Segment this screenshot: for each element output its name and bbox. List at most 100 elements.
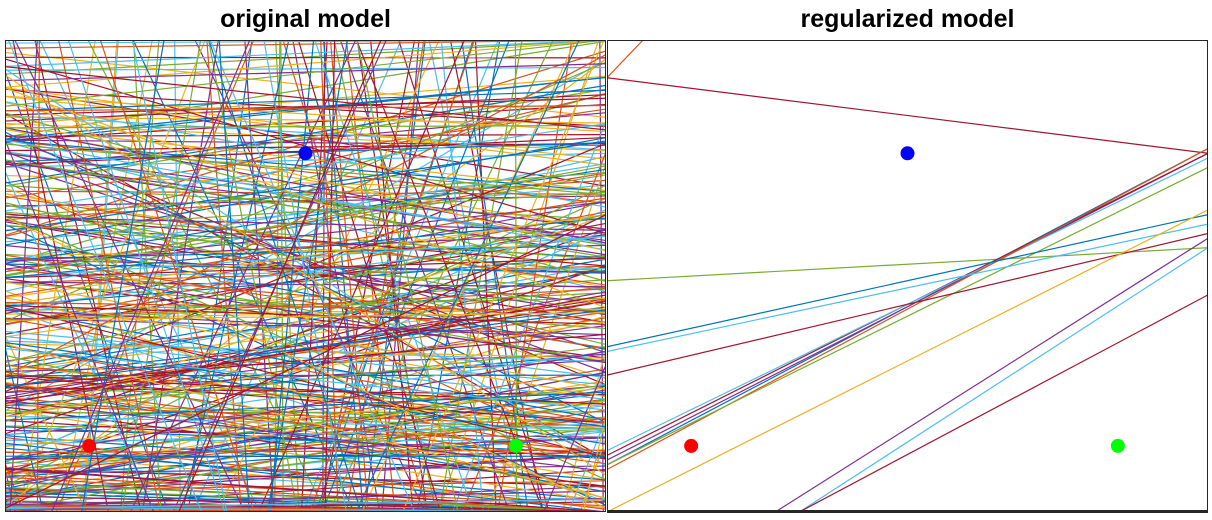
decision-line bbox=[5, 404, 606, 428]
decision-line bbox=[355, 40, 580, 512]
decision-line bbox=[5, 306, 606, 380]
decision-line bbox=[5, 281, 606, 288]
decision-line bbox=[5, 350, 606, 461]
decision-line bbox=[5, 476, 606, 512]
decision-line bbox=[440, 40, 484, 512]
data-point-2 bbox=[508, 438, 523, 453]
decision-line bbox=[5, 426, 606, 454]
decision-line bbox=[607, 152, 1208, 461]
decision-line bbox=[292, 40, 381, 512]
decision-line bbox=[798, 247, 1208, 512]
data-point-1 bbox=[900, 146, 915, 161]
decision-line bbox=[607, 40, 644, 79]
decision-line bbox=[5, 335, 606, 400]
decision-line bbox=[461, 150, 606, 512]
plot-regularized-model bbox=[607, 40, 1208, 512]
decision-line bbox=[5, 341, 606, 428]
decision-line bbox=[5, 127, 606, 244]
decision-line bbox=[5, 297, 606, 398]
decision-line bbox=[5, 254, 606, 349]
decision-line bbox=[5, 345, 606, 457]
decision-line bbox=[7, 40, 203, 512]
decision-line bbox=[5, 468, 606, 512]
decision-line bbox=[5, 383, 606, 465]
decision-line bbox=[5, 214, 606, 510]
decision-line bbox=[356, 40, 459, 512]
decision-line bbox=[5, 66, 606, 131]
class-points-original bbox=[82, 146, 523, 453]
decision-line bbox=[5, 229, 606, 504]
bottom-axis-bar bbox=[607, 510, 1208, 513]
decision-line bbox=[5, 123, 606, 212]
decision-line bbox=[561, 346, 606, 512]
decision-line bbox=[5, 281, 606, 390]
decision-line bbox=[5, 436, 606, 510]
decision-line bbox=[5, 311, 606, 322]
decision-line bbox=[346, 40, 425, 512]
decision-line bbox=[5, 490, 606, 506]
decision-line bbox=[5, 426, 606, 499]
decision-line bbox=[5, 347, 606, 411]
decision-line bbox=[275, 40, 300, 512]
decision-line bbox=[218, 40, 250, 512]
decision-line bbox=[5, 116, 606, 124]
decision-lines-original bbox=[5, 40, 606, 512]
decision-line bbox=[258, 40, 465, 512]
decision-lines-regularized bbox=[607, 40, 1208, 512]
decision-line bbox=[309, 40, 475, 512]
decision-line bbox=[607, 232, 1208, 376]
decision-line bbox=[5, 40, 606, 107]
decision-line bbox=[5, 159, 606, 258]
decision-line bbox=[607, 148, 1208, 471]
decision-line bbox=[5, 140, 606, 232]
decision-line bbox=[5, 345, 606, 445]
decision-line bbox=[67, 40, 226, 512]
decision-line bbox=[5, 344, 44, 512]
decision-line bbox=[141, 40, 219, 512]
decision-line bbox=[5, 481, 606, 512]
decision-line bbox=[5, 257, 606, 279]
data-point-2 bbox=[1110, 438, 1125, 453]
decision-line bbox=[5, 151, 606, 246]
decision-line bbox=[5, 454, 606, 498]
decision-line bbox=[5, 309, 606, 340]
decision-line bbox=[5, 197, 606, 298]
decision-line bbox=[5, 104, 606, 112]
decision-line bbox=[5, 213, 606, 364]
decision-line bbox=[131, 40, 228, 512]
decision-line bbox=[50, 40, 251, 512]
decision-line bbox=[5, 351, 606, 437]
decision-line bbox=[5, 321, 606, 418]
decision-line bbox=[607, 166, 1208, 466]
decision-line bbox=[5, 498, 606, 510]
decision-line bbox=[269, 40, 315, 512]
decision-line bbox=[81, 40, 165, 512]
decision-line bbox=[5, 501, 606, 511]
decision-line bbox=[5, 291, 606, 398]
decision-line bbox=[5, 235, 606, 309]
decision-line bbox=[5, 216, 606, 509]
decision-line bbox=[244, 40, 275, 512]
decision-line bbox=[5, 450, 606, 509]
decision-line bbox=[322, 40, 364, 512]
data-point-0 bbox=[684, 438, 699, 453]
decision-line bbox=[329, 40, 369, 512]
decision-line bbox=[607, 247, 1208, 282]
decision-line bbox=[607, 223, 1208, 353]
chart-title-original: original model bbox=[220, 5, 391, 33]
decision-line bbox=[5, 66, 606, 71]
decision-line bbox=[5, 409, 606, 430]
decision-line bbox=[58, 40, 161, 512]
decision-line bbox=[5, 465, 606, 474]
decision-line bbox=[5, 216, 606, 232]
decision-line bbox=[428, 40, 523, 512]
decision-line bbox=[5, 61, 606, 323]
decision-line bbox=[5, 343, 606, 499]
decision-line bbox=[5, 101, 606, 252]
decision-line bbox=[5, 447, 606, 501]
plot-original-model bbox=[5, 40, 606, 512]
decision-line bbox=[5, 305, 606, 459]
decision-line bbox=[402, 40, 605, 512]
decision-line bbox=[5, 333, 87, 512]
decision-line bbox=[5, 93, 606, 237]
